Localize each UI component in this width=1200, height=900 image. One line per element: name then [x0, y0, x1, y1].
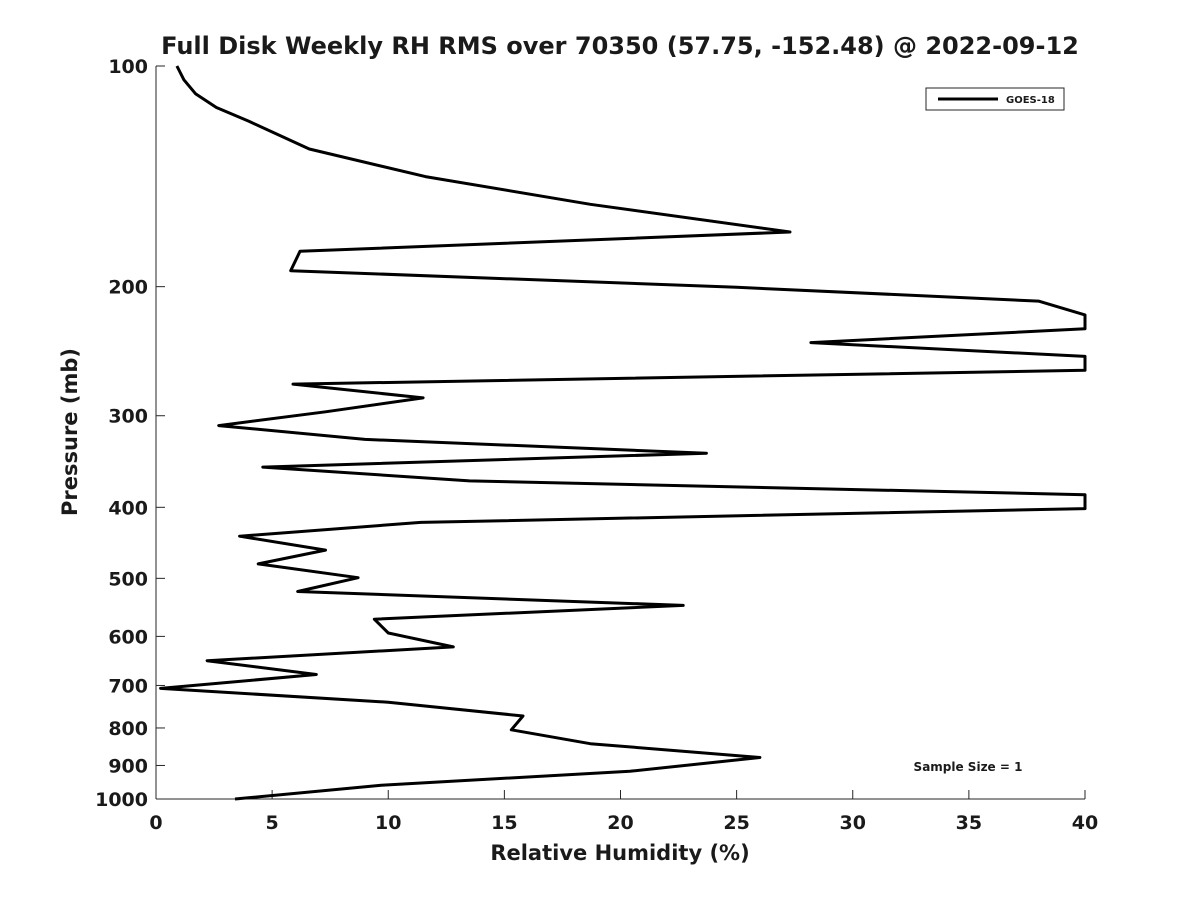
x-tick-label: 10 [375, 812, 401, 834]
series-line-goes-18 [159, 65, 1087, 801]
y-tick-label: 600 [108, 626, 148, 648]
x-tick-label: 5 [266, 812, 279, 834]
chart-title: Full Disk Weekly RH RMS over 70350 (57.7… [161, 32, 1079, 60]
x-tick-label: 35 [956, 812, 982, 834]
x-tick-label: 30 [840, 812, 866, 834]
plot-area: 0 5 10 15 20 25 30 35 40 100 200 300 400 500 600 700 800… [95, 56, 1098, 834]
legend-label-goes-18: GOES-18 [1006, 95, 1055, 106]
y-tick-label: 800 [108, 718, 148, 740]
x-tick-label: 0 [149, 812, 162, 834]
y-axis-label: Pressure (mb) [58, 348, 82, 516]
x-tick-label: 40 [1072, 812, 1098, 834]
y-tick-label: 900 [108, 755, 148, 777]
y-tick-label: 500 [108, 568, 148, 590]
x-tick-label: 15 [491, 812, 517, 834]
x-axis-label: Relative Humidity (%) [490, 841, 749, 865]
sample-size-annotation: Sample Size = 1 [914, 760, 1023, 774]
y-tick-label: 700 [108, 675, 148, 697]
y-tick-label: 1000 [95, 789, 148, 811]
x-tick-label: 20 [607, 812, 633, 834]
y-tick-label: 200 [108, 277, 148, 299]
y-tick-label: 100 [108, 56, 148, 78]
y-tick-label: 400 [108, 497, 148, 519]
x-tick-label: 25 [723, 812, 749, 834]
y-tick-label: 300 [108, 406, 148, 428]
